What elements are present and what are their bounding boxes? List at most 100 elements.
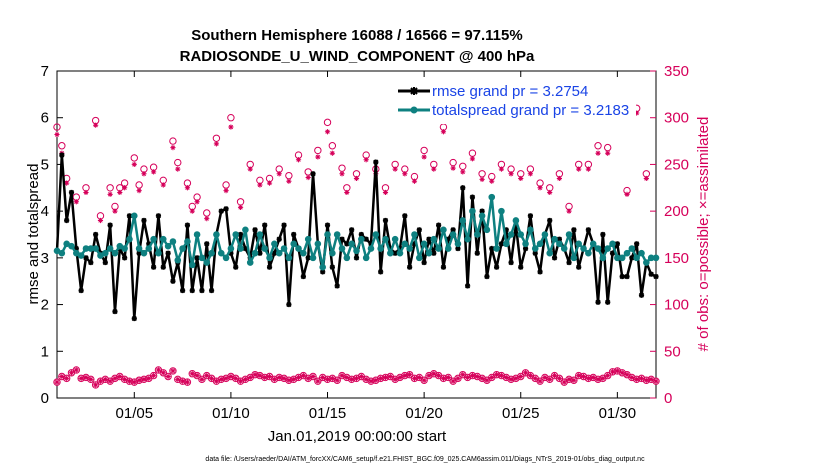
rmse-point xyxy=(344,241,350,247)
spread-point xyxy=(304,235,312,243)
y-right-tick-label: 300 xyxy=(664,110,689,127)
obs-assimilated-point xyxy=(305,375,311,381)
spread-point xyxy=(396,249,404,257)
rmse-point xyxy=(576,264,582,270)
rmse-point xyxy=(358,231,364,238)
obs-assimilated-point xyxy=(407,372,413,378)
rmse-point xyxy=(619,273,625,280)
spread-point xyxy=(638,249,645,257)
rmse-point xyxy=(436,222,442,228)
rmse-point xyxy=(378,269,384,275)
rmse-point xyxy=(474,250,480,256)
spread-point xyxy=(217,249,225,257)
obs-assimilated-point xyxy=(537,378,543,384)
spread-point xyxy=(473,231,481,238)
obs-assimilated-point xyxy=(624,372,630,378)
obs-assimilated-point xyxy=(155,367,162,373)
spread-point xyxy=(599,254,607,262)
rmse-point xyxy=(146,241,152,247)
rmse-point xyxy=(498,241,505,247)
chart-title: Southern Hemisphere 16088 / 16566 = 97.1… xyxy=(191,27,522,44)
obs-assimilated-point xyxy=(97,378,104,384)
obs-assimilated-point xyxy=(329,150,335,156)
obs-assimilated-point xyxy=(300,372,306,379)
spread-point xyxy=(623,249,631,257)
obs-assimilated-point xyxy=(561,379,567,385)
obs-assimilated-point xyxy=(382,374,389,381)
obs-assimilated-point xyxy=(329,375,335,381)
x-tick-label: 01/25 xyxy=(502,405,540,422)
spread-point xyxy=(531,245,539,252)
obs-assimilated-point xyxy=(107,378,113,384)
obs-assimilated-point xyxy=(576,372,582,379)
obs-assimilated-point xyxy=(291,376,297,382)
obs-assimilated-point xyxy=(242,376,248,382)
obs-assimilated-point xyxy=(609,369,616,375)
spread-point xyxy=(329,249,336,257)
spread-point xyxy=(300,249,307,257)
obs-assimilated-point xyxy=(416,374,422,381)
obs-assimilated-point xyxy=(179,378,186,384)
obs-assimilated-point xyxy=(112,375,118,381)
obs-possible-point xyxy=(53,378,61,386)
spread-point xyxy=(575,240,583,248)
y-right-tick-label: 150 xyxy=(664,250,689,267)
obs-assimilated-point xyxy=(508,376,514,382)
obs-possible-point xyxy=(594,142,602,150)
x-tick-label: 01/30 xyxy=(599,405,637,422)
obs-assimilated-point xyxy=(465,374,471,381)
obs-assimilated-point xyxy=(266,373,273,380)
rmse-point xyxy=(493,264,500,270)
obs-assimilated-point xyxy=(518,175,524,182)
obs-possible-point xyxy=(227,114,235,122)
data-file-footer: data file: /Users/raeder/DAI/ATM_forcXX/… xyxy=(205,456,645,463)
obs-assimilated-point xyxy=(489,178,495,184)
obs-assimilated-point xyxy=(585,375,591,381)
rmse-point xyxy=(59,152,65,158)
y-left-tick-label: 7 xyxy=(41,63,49,80)
spread-point xyxy=(275,249,283,257)
obs-assimilated-point xyxy=(295,157,302,163)
obs-assimilated-point xyxy=(266,180,273,186)
rmse-point xyxy=(179,287,186,294)
spread-point xyxy=(140,249,148,257)
obs-assimilated-point xyxy=(580,373,587,380)
rmse-point xyxy=(151,264,157,270)
rmse-point xyxy=(460,185,466,191)
spread-point xyxy=(159,235,167,243)
obs-assimilated-point xyxy=(547,189,553,196)
obs-assimilated-point xyxy=(653,378,659,384)
obs-assimilated-point xyxy=(542,374,548,381)
rmse-point xyxy=(329,264,335,270)
rmse-point xyxy=(353,255,360,261)
rmse-point xyxy=(566,259,572,266)
rmse-point xyxy=(609,250,616,256)
obs-assimilated-point xyxy=(228,373,234,380)
obs-assimilated-point xyxy=(344,189,350,196)
spread-point xyxy=(150,235,157,243)
rmse-point xyxy=(334,283,340,289)
obs-assimilated-point xyxy=(368,378,374,384)
obs-assimilated-point xyxy=(363,157,369,163)
obs-assimilated-point xyxy=(194,372,200,379)
rmse-point xyxy=(614,241,620,247)
obs-assimilated-point xyxy=(421,377,427,383)
rmse-point xyxy=(363,236,369,242)
obs-assimilated-point xyxy=(73,199,79,205)
obs-assimilated-point xyxy=(136,377,142,383)
obs-assimilated-point xyxy=(460,372,466,378)
obs-assimilated-point xyxy=(204,372,210,379)
obs-assimilated-point xyxy=(276,374,282,381)
rmse-point xyxy=(527,213,534,219)
obs-assimilated-point xyxy=(295,374,302,381)
rmse-point xyxy=(368,241,374,247)
y-right-tick-label: 0 xyxy=(664,390,672,407)
obs-assimilated-point xyxy=(527,372,534,379)
x-tick-label: 01/05 xyxy=(116,405,154,422)
y-right-tick-label: 250 xyxy=(664,156,689,173)
obs-assimilated-point xyxy=(54,131,60,138)
obs-assimilated-point xyxy=(353,175,360,182)
spread-point xyxy=(193,231,201,238)
x-axis-label: Jan.01,2019 00:00:00 start xyxy=(268,428,447,445)
y-left-tick-label: 4 xyxy=(41,203,49,220)
